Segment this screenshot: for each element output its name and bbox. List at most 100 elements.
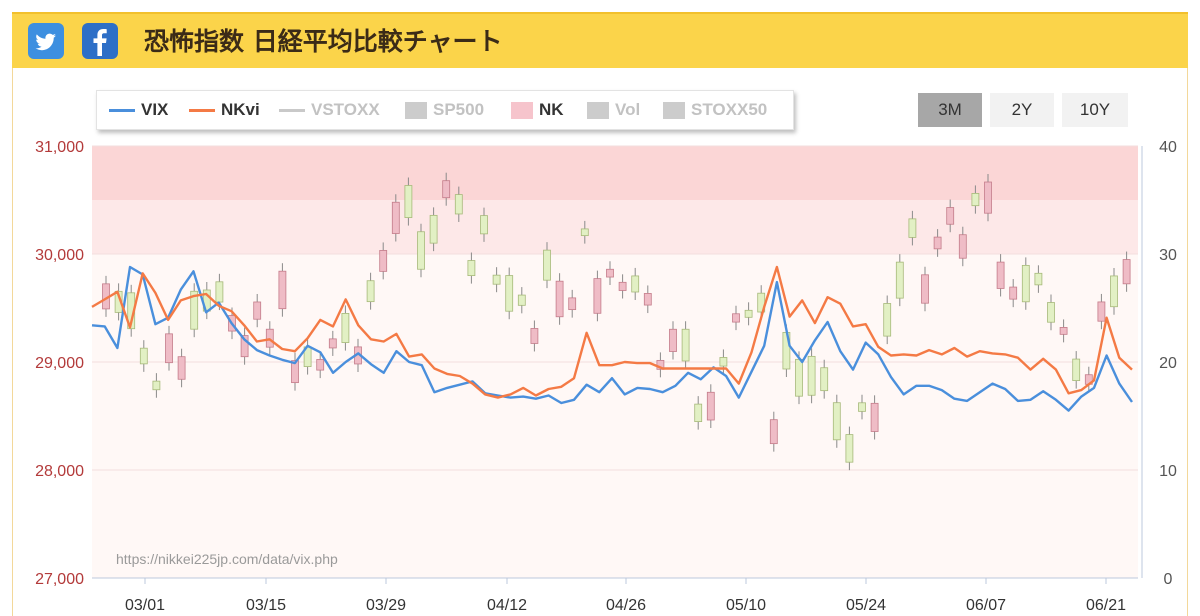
- risk-band-2: [92, 254, 1138, 578]
- facebook-icon[interactable]: [82, 23, 118, 59]
- nk-candle: [139, 347, 148, 365]
- nk-candle: [795, 358, 803, 397]
- x-tick-label: 04/12: [487, 597, 527, 614]
- legend: VIX NKvi VSTOXX SP500 NK Vol STOXX50: [96, 90, 794, 130]
- nk-candle: [291, 360, 299, 384]
- legend-item-nk[interactable]: NK: [511, 100, 564, 120]
- risk-bands: [92, 146, 1138, 578]
- nk-candle: [530, 328, 539, 344]
- y-right-tick-label: 40: [1159, 139, 1177, 156]
- legend-swatch-stoxx50: [663, 102, 685, 120]
- nk-candle: [177, 356, 186, 380]
- nk-candle: [240, 335, 249, 358]
- nk-candle: [908, 218, 917, 238]
- nk-candle: [152, 380, 161, 391]
- risk-band-1: [92, 200, 1138, 254]
- legend-item-vix[interactable]: VIX: [109, 100, 168, 120]
- x-tick-label: 04/26: [606, 597, 646, 614]
- nk-candle: [505, 275, 514, 312]
- nk-candle: [492, 274, 501, 285]
- nk-candle: [580, 228, 589, 237]
- y-left-tick-label: 30,000: [35, 247, 84, 264]
- nk-candle: [984, 181, 992, 214]
- nk-candle: [341, 313, 350, 343]
- nk-candle: [379, 250, 388, 272]
- nk-candle: [631, 275, 640, 293]
- y-left-tick-label: 29,000: [35, 355, 84, 372]
- nk-candle: [190, 290, 199, 330]
- legend-item-vstoxx[interactable]: VSTOXX: [279, 100, 380, 120]
- nk-candle: [681, 328, 690, 362]
- nk-candle: [1097, 301, 1106, 322]
- page-title: 恐怖指数 日経平均比較チャート: [144, 27, 503, 56]
- nk-candle: [769, 419, 778, 445]
- legend-swatch-vstoxx: [279, 109, 305, 113]
- nk-candle: [606, 268, 614, 278]
- nk-candle: [807, 355, 816, 396]
- nk-candle: [933, 236, 942, 250]
- legend-item-sp500[interactable]: SP500: [405, 100, 484, 120]
- nk-candle: [278, 270, 287, 310]
- nk-candle: [253, 301, 262, 320]
- nk-candle: [404, 185, 413, 218]
- x-tick-label: 03/01: [125, 597, 165, 614]
- nk-candle: [1021, 264, 1030, 303]
- nk-candle: [215, 281, 224, 303]
- legend-item-stoxx50[interactable]: STOXX50: [663, 100, 767, 120]
- twitter-icon[interactable]: [28, 23, 64, 59]
- nk-candle: [165, 333, 173, 364]
- nk-candle: [391, 201, 400, 234]
- range-3m-button[interactable]: 3M: [918, 93, 982, 127]
- legend-label-stoxx50: STOXX50: [691, 100, 768, 119]
- x-tick-label: 03/15: [246, 597, 286, 614]
- nk-candle: [543, 249, 551, 281]
- axes: 27,000 28,000 29,000 30,000 31,000 0 10 20 30 40 0…: [35, 139, 1177, 614]
- nk-candle: [1059, 327, 1068, 335]
- nk-candle: [732, 313, 740, 323]
- nk-candle: [568, 297, 577, 311]
- range-2y-button[interactable]: 2Y: [990, 93, 1054, 127]
- nk-candle: [946, 207, 955, 225]
- x-tick-label: 05/24: [846, 597, 886, 614]
- legend-label-vstoxx: VSTOXX: [311, 100, 380, 119]
- nk-candle: [845, 434, 854, 463]
- chart-frame: [12, 68, 1188, 616]
- nk-candle: [366, 280, 375, 303]
- legend-label-nkvi: NKvi: [221, 100, 260, 119]
- nk-candle: [958, 234, 967, 259]
- range-10y-button[interactable]: 10Y: [1062, 93, 1128, 127]
- nk-candle: [1034, 272, 1043, 286]
- title-bar: 恐怖指数 日経平均比較チャート: [12, 12, 1188, 68]
- nk-candle: [971, 193, 980, 207]
- nk-candle: [442, 180, 451, 199]
- y-right-tick-label: 20: [1159, 355, 1177, 372]
- watermark-text: https://nikkei225jp.com/data/vix.php: [116, 551, 338, 567]
- legend-label-sp500: SP500: [433, 100, 485, 119]
- nk-candle: [1122, 259, 1131, 285]
- nk-candle: [706, 391, 715, 421]
- legend-label-nk: NK: [539, 100, 564, 119]
- nk-candle: [820, 367, 829, 392]
- x-tick-label: 03/29: [366, 597, 406, 614]
- legend-swatch-nkvi: [189, 109, 215, 113]
- y-right-tick-label: 0: [1164, 571, 1173, 588]
- series-lines: [91, 265, 1133, 412]
- legend-item-nkvi[interactable]: NKvi: [189, 100, 260, 120]
- x-tick-label: 05/10: [726, 597, 766, 614]
- y-right-tick-label: 10: [1159, 463, 1177, 480]
- nk-candle: [467, 260, 476, 276]
- nk-candle: [593, 278, 602, 314]
- nk-candle: [555, 280, 564, 318]
- x-tick-label: 06/21: [1086, 597, 1126, 614]
- legend-item-vol[interactable]: Vol: [587, 100, 640, 120]
- legend-swatch-sp500: [405, 102, 427, 120]
- nk-candle: [1009, 286, 1018, 300]
- legend-label-vol: Vol: [615, 100, 641, 119]
- legend-swatch-vol: [587, 102, 609, 120]
- nk-candle: [858, 402, 866, 412]
- nk-candle: [429, 214, 438, 244]
- nk-candle: [719, 357, 728, 367]
- nk-candle: [480, 215, 488, 235]
- nk-candle: [832, 402, 841, 441]
